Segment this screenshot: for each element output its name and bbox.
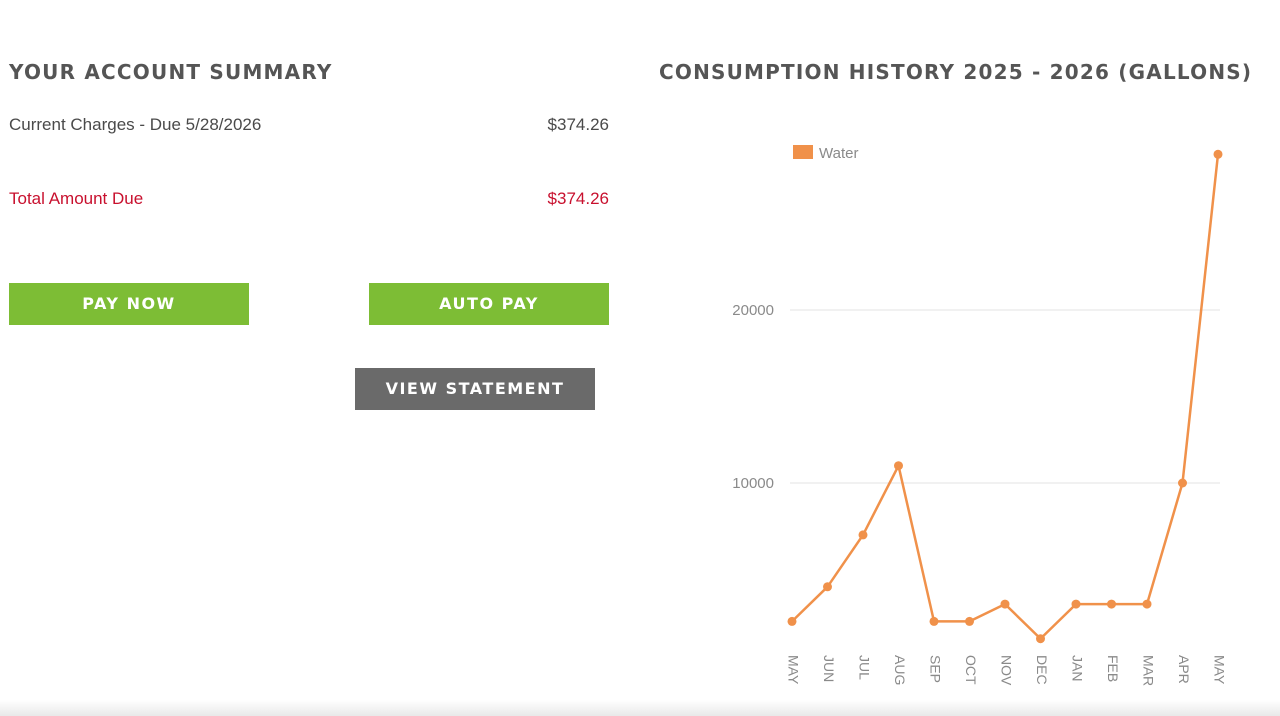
legend-swatch (793, 145, 813, 159)
data-point (858, 530, 868, 540)
y-tick-label: 20000 (732, 302, 774, 319)
x-tick-label: JAN (1069, 655, 1085, 681)
current-charges-amount: $374.26 (547, 115, 609, 134)
data-point (1213, 149, 1223, 159)
x-tick-label: JUN (821, 655, 837, 682)
data-point (1071, 599, 1081, 609)
data-point (1142, 599, 1152, 609)
y-tick-label: 10000 (732, 475, 774, 492)
data-point (1000, 599, 1010, 609)
series-line-water (791, 154, 1220, 640)
data-point (823, 582, 832, 592)
pay-now-button[interactable]: PAY NOW (9, 283, 249, 325)
view-statement-button[interactable]: VIEW STATEMENT (355, 368, 595, 410)
x-tick-label: MAY (1211, 655, 1227, 685)
current-charges-label: Current Charges - Due 5/28/2026 (9, 115, 262, 134)
current-charges-row: Current Charges - Due 5/28/2026 $374.26 (9, 115, 609, 139)
x-tick-label: FEB (1105, 655, 1121, 682)
data-point (1178, 478, 1187, 488)
x-tick-label: NOV (998, 655, 1014, 686)
x-tick-label: MAR (1140, 655, 1156, 686)
x-tick-label: SEP (927, 655, 943, 683)
x-tick-label: APR (1176, 655, 1192, 684)
x-tick-label: MAY (785, 655, 801, 685)
data-point (1107, 599, 1116, 609)
bottom-edge-shade (0, 700, 1280, 716)
x-tick-label: DEC (1034, 655, 1050, 685)
data-point (1036, 634, 1045, 644)
auto-pay-button[interactable]: AUTO PAY (369, 283, 609, 325)
data-point (929, 616, 939, 626)
x-tick-label: OCT (963, 655, 979, 685)
consumption-history-title: CONSUMPTION HISTORY 2025 - 2026 (GALLONS… (659, 60, 1253, 84)
legend-label: Water (819, 145, 858, 162)
x-tick-label: AUG (892, 655, 908, 685)
consumption-chart: 10000 20000 Water MAY JUN JUL AUG SEP OCT NOV DE… (732, 145, 1227, 686)
data-point (894, 461, 903, 471)
total-due-row: Total Amount Due $374.26 (9, 189, 609, 213)
account-summary-title: YOUR ACCOUNT SUMMARY (9, 60, 333, 84)
total-due-amount: $374.26 (547, 189, 609, 208)
x-tick-label: JUL (856, 655, 872, 680)
data-point (787, 616, 797, 626)
total-due-label: Total Amount Due (9, 189, 144, 208)
data-point (965, 616, 974, 626)
